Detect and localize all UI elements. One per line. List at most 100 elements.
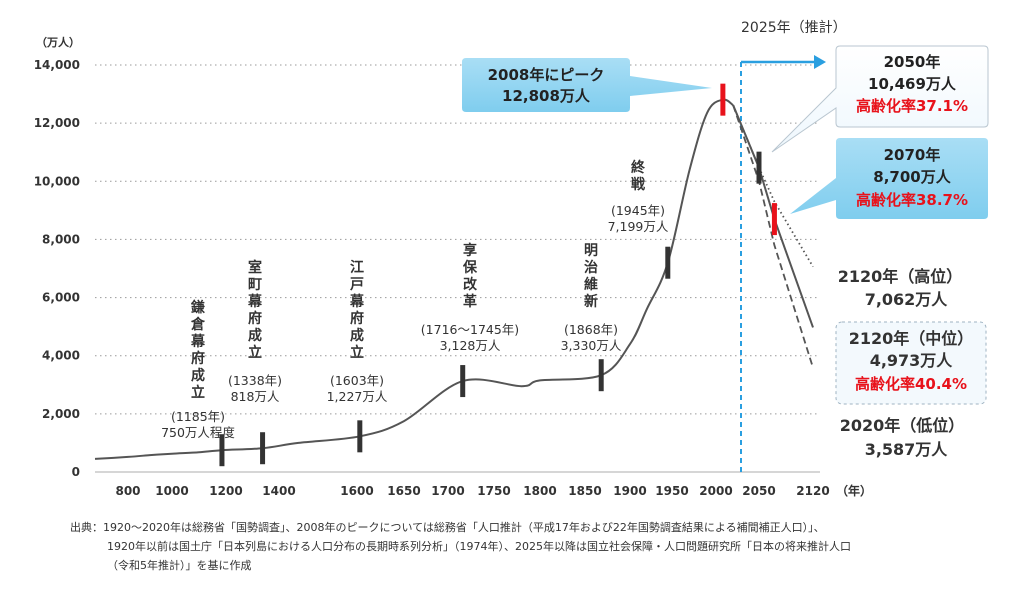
x-tick-label: 1200 (209, 484, 242, 498)
era-pop-label: 7,199万人 (608, 219, 669, 234)
era-name-char: 幕 (247, 293, 263, 310)
era-pop-label: 3,128万人 (440, 338, 501, 353)
era-name-char: 幕 (349, 293, 365, 310)
event-markers (219, 83, 777, 467)
era-year-label: (1185年) (171, 409, 225, 424)
callout-2070-aging: 高齢化率38.7% (856, 191, 968, 209)
x-tick-label: 1650 (387, 484, 420, 498)
series-line-historical (94, 98, 734, 460)
event-marker (260, 432, 266, 465)
event-marker (756, 151, 762, 184)
historical-era-labels: 鎌倉幕府成立(1185年)750万人程度室町幕府成立(1338年)818万人江戸… (161, 159, 669, 440)
era-name-char: 幕 (190, 333, 206, 350)
source-line-3: （令和5年推計）」を基に作成 (107, 558, 252, 572)
era-year-label: (1338年) (228, 373, 282, 388)
y-tick-label: 0 (72, 465, 80, 479)
era-year-label: (1868年) (564, 322, 618, 337)
y-axis-unit: （万人） (36, 35, 80, 49)
event-marker (720, 83, 726, 116)
x-tick-label: 800 (115, 484, 140, 498)
label-2120-high-pop: 7,062万人 (865, 290, 949, 309)
source-line-1: 出典：1920～2020年は総務省「国勢調査」、2008年のピークについては総務… (70, 520, 825, 534)
era-name-char: 明 (584, 243, 598, 259)
era-name-char: 倉 (190, 316, 206, 333)
era-name-char: 享 (463, 242, 477, 259)
era-name-char: 保 (462, 259, 478, 276)
x-tick-label: 1850 (568, 484, 601, 498)
label-2120-mid-pop: 4,973万人 (870, 351, 954, 370)
era-name-char: 成 (191, 367, 205, 384)
divider-label: 2025年（推計） (741, 20, 847, 36)
series-line-projection-dashed (732, 105, 814, 368)
event-marker (219, 434, 225, 467)
y-tick-label: 2,000 (42, 407, 80, 421)
callout-2070-bubble (790, 138, 988, 219)
callout-2070-year: 2070年 (884, 146, 941, 164)
y-tick-label: 8,000 (42, 232, 80, 246)
peak-callout-line2: 12,808万人 (502, 87, 591, 105)
label-2120-low-year: 2020年（低位） (840, 416, 965, 435)
callout-2070-pop: 8,700万人 (873, 168, 951, 186)
era-pop-label: 1,227万人 (327, 389, 388, 404)
series-line-projection-solid (732, 104, 814, 328)
x-tick-label: 1800 (523, 484, 556, 498)
label-2120-mid-year: 2120年（中位） (849, 329, 974, 348)
era-name-char: 府 (248, 310, 262, 327)
era-name-char: 鎌 (190, 299, 205, 316)
grid-lines (95, 64, 820, 473)
era-name-char: 維 (584, 276, 598, 293)
peak-callout-line1: 2008年にピーク (488, 66, 605, 84)
era-name-char: 立 (350, 344, 364, 361)
population-series (94, 98, 814, 460)
x-tick-label: 1400 (262, 484, 295, 498)
callout-2050-pop: 10,469万人 (868, 75, 957, 93)
era-name-char: 成 (350, 327, 364, 344)
peak-callout-bubble (462, 58, 712, 112)
label-2120-high-year: 2120年（高位） (838, 267, 963, 286)
x-tick-label: 1750 (477, 484, 510, 498)
event-marker (598, 359, 604, 392)
event-marker (460, 365, 466, 398)
x-tick-label: 1600 (340, 484, 373, 498)
event-marker (357, 420, 363, 453)
era-pop-label: 3,330万人 (561, 338, 622, 353)
era-name-char: 立 (191, 384, 205, 401)
x-tick-label: 2050 (742, 484, 775, 498)
event-marker (771, 203, 777, 236)
callout-2050-aging: 高齢化率37.1% (856, 97, 968, 115)
era-name-char: 立 (248, 344, 262, 361)
era-name-char: 江 (350, 259, 364, 276)
era-name-char: 室 (248, 259, 262, 276)
y-tick-label: 10,000 (34, 174, 80, 188)
era-name-char: 府 (191, 350, 205, 367)
era-year-label: (1716～1745年) (421, 322, 519, 337)
x-tick-label: 2000 (699, 484, 732, 498)
estimate-divider: 2025年（推計） (740, 20, 847, 475)
era-name-char: 新 (584, 293, 598, 310)
event-marker (665, 246, 671, 279)
label-2120-mid-aging: 高齢化率40.4% (855, 375, 967, 393)
era-name-char: 革 (463, 293, 477, 310)
era-name-char: 改 (463, 276, 478, 293)
y-tick-label: 14,000 (34, 58, 80, 72)
era-name-char: 治 (584, 259, 598, 276)
x-tick-label: 2120 (796, 484, 829, 498)
era-name-char: 成 (248, 327, 262, 344)
era-year-label: (1603年) (330, 373, 384, 388)
source-note: 出典：1920～2020年は総務省「国勢調査」、2008年のピークについては総務… (70, 520, 851, 572)
y-tick-label: 12,000 (34, 116, 80, 130)
callout-2050-bubble (771, 45, 989, 153)
label-2120-high: 2120年（高位） 7,062万人 (838, 267, 963, 309)
series-line-projection-dotted (732, 104, 814, 268)
x-tick-label: 1000 (155, 484, 188, 498)
source-line-2: 1920年以前は国土庁「日本列島における人口分布の長期時系列分析」（1974年）… (107, 539, 851, 553)
callout-2050-year: 2050年 (884, 53, 941, 71)
label-2120-low: 2020年（低位） 3,587万人 (840, 416, 965, 459)
x-axis-unit: （年） (836, 483, 872, 498)
era-name-char: 終 (631, 159, 646, 176)
era-name-char: 戸 (350, 277, 364, 293)
y-tick-label: 6,000 (42, 291, 80, 305)
x-tick-label: 1900 (613, 484, 646, 498)
era-name-char: 戦 (631, 176, 646, 193)
